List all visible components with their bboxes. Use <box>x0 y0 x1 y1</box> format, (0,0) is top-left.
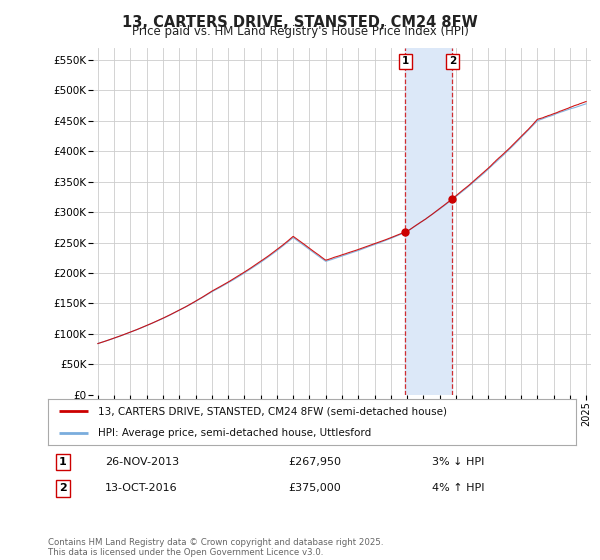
Text: HPI: Average price, semi-detached house, Uttlesford: HPI: Average price, semi-detached house,… <box>98 428 371 438</box>
Text: 3% ↓ HPI: 3% ↓ HPI <box>432 457 484 467</box>
Text: 13, CARTERS DRIVE, STANSTED, CM24 8FW (semi-detached house): 13, CARTERS DRIVE, STANSTED, CM24 8FW (s… <box>98 406 447 416</box>
Text: 13, CARTERS DRIVE, STANSTED, CM24 8FW: 13, CARTERS DRIVE, STANSTED, CM24 8FW <box>122 15 478 30</box>
Text: 2: 2 <box>449 57 456 67</box>
Text: 2: 2 <box>59 483 67 493</box>
Text: 26-NOV-2013: 26-NOV-2013 <box>105 457 179 467</box>
Bar <box>406 48 452 395</box>
Text: 4% ↑ HPI: 4% ↑ HPI <box>432 483 485 493</box>
Text: 1: 1 <box>402 57 409 67</box>
Text: £375,000: £375,000 <box>288 483 341 493</box>
Text: £267,950: £267,950 <box>288 457 341 467</box>
Text: Price paid vs. HM Land Registry's House Price Index (HPI): Price paid vs. HM Land Registry's House … <box>131 25 469 38</box>
Text: 1: 1 <box>59 457 67 467</box>
Text: Contains HM Land Registry data © Crown copyright and database right 2025.
This d: Contains HM Land Registry data © Crown c… <box>48 538 383 557</box>
Text: 13-OCT-2016: 13-OCT-2016 <box>105 483 178 493</box>
